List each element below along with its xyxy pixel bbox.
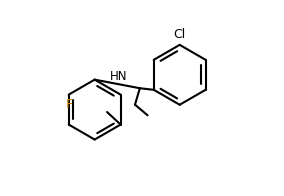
Text: HN: HN [109, 70, 127, 83]
Text: F: F [66, 98, 73, 111]
Text: Cl: Cl [174, 28, 186, 41]
